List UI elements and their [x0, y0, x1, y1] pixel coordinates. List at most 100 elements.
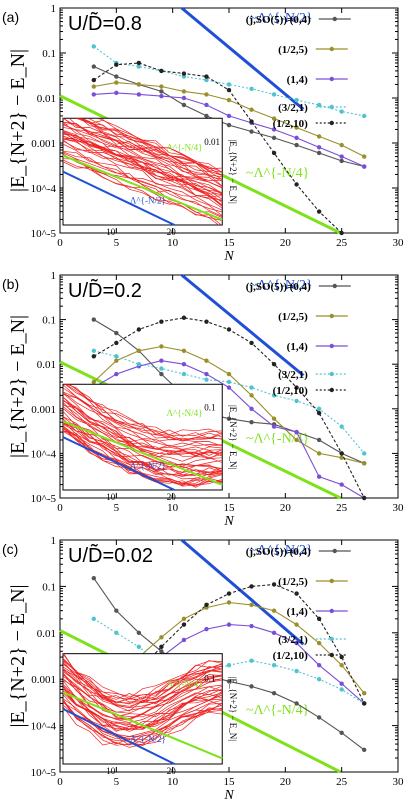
- x-tick-label: 25: [336, 776, 348, 788]
- inset-curve: [63, 138, 223, 201]
- data-point: [271, 663, 277, 668]
- data-point: [226, 679, 232, 684]
- y-tick-label: 1: [51, 3, 57, 15]
- inset-x-tick: 10: [106, 766, 116, 776]
- data-point: [159, 366, 164, 371]
- inset-curve: [63, 421, 223, 474]
- inset-curve: [63, 699, 223, 746]
- data-point: [91, 92, 97, 97]
- data-point: [362, 451, 367, 456]
- legend-header: (j,SO(5))=: [246, 14, 294, 26]
- legend-marker: [329, 636, 334, 642]
- inset-y-tick: 0.1: [204, 403, 215, 413]
- data-point: [294, 125, 299, 130]
- legend-marker: [329, 608, 334, 614]
- data-point: [316, 451, 322, 456]
- data-point: [362, 495, 367, 501]
- inset-curve: [78, 118, 223, 178]
- green-line-label: ~Λ^{-N/4}: [246, 431, 309, 446]
- inset-curve: [63, 123, 223, 181]
- legend-entry: (1,4): [287, 74, 308, 86]
- data-point: [316, 150, 322, 156]
- data-point: [91, 354, 97, 359]
- inset-curve: [63, 423, 223, 476]
- inset-curve: [63, 137, 223, 203]
- data-point: [294, 142, 299, 148]
- x-tick-label: 20: [280, 502, 292, 514]
- legend-marker: [329, 578, 334, 584]
- x-tick-label: 10: [167, 502, 179, 514]
- inset-curve: [63, 396, 223, 456]
- x-tick-label: 5: [114, 237, 120, 249]
- data-point: [339, 687, 344, 692]
- data-point: [204, 626, 209, 632]
- inset-curve: [63, 668, 223, 709]
- inset-frame: [62, 117, 223, 226]
- inset-curve: [63, 685, 223, 731]
- data-point: [136, 92, 142, 97]
- data-point: [114, 340, 119, 346]
- data-point: [339, 109, 344, 114]
- legend-marker: [329, 104, 334, 110]
- data-point: [226, 113, 232, 119]
- data-point: [226, 379, 232, 385]
- x-tick-label: 20: [280, 776, 292, 788]
- legend-marker: [329, 313, 334, 319]
- data-point: [249, 602, 254, 608]
- data-point: [339, 451, 344, 456]
- data-point: [249, 340, 254, 346]
- inset-curve: [63, 700, 223, 741]
- inset-x-tick: 10: [106, 492, 116, 502]
- legend-marker: [329, 76, 334, 82]
- legend-marker: [329, 371, 334, 377]
- y-tick-label: 0.1: [42, 48, 56, 60]
- legend-entry: (3/2,1): [278, 369, 308, 381]
- inset-curve: [63, 427, 223, 486]
- green-line-label: ~Λ^{-N/4}: [246, 166, 309, 181]
- inset-curve: [63, 700, 223, 746]
- inset-plot: Λ^{-N/2} Λ^{-N/4} 10 20 0.1 |E_{N+2} − E_N|: [62, 653, 238, 776]
- data-point: [159, 635, 164, 640]
- legend-marker: [329, 652, 334, 658]
- legend-marker: [332, 16, 337, 22]
- data-point: [204, 102, 209, 108]
- data-point: [339, 730, 344, 735]
- inset-curve: [63, 137, 223, 206]
- data-point: [362, 154, 367, 159]
- y-tick-label: 10^-4: [31, 721, 57, 733]
- data-point: [362, 690, 367, 696]
- data-point: [136, 327, 142, 332]
- inset-curve: [63, 672, 223, 719]
- panel-title: U/D̃=0.8: [68, 12, 142, 35]
- data-point: [181, 95, 187, 101]
- x-tick-label: 0: [57, 776, 63, 788]
- inset-curve: [63, 124, 223, 189]
- data-point: [362, 701, 367, 706]
- data-point: [91, 84, 97, 89]
- y-tick-label: 0.1: [42, 581, 56, 593]
- blue-line-label: ~Λ^{-N/2}: [249, 11, 312, 26]
- inset-plot: Λ^{-N/2} Λ^{-N/4} 10 20 0.01 |E_{N+2} − E_N|: [62, 117, 238, 237]
- inset-curve: [63, 666, 223, 703]
- y-tick-label: 0.1: [42, 315, 56, 327]
- inset-x-tick: 20: [167, 492, 177, 502]
- data-point: [226, 385, 232, 390]
- inset-green-line: [62, 420, 223, 486]
- panel-b: 0 5 10 15 20 25 3010^-510^-40.0010.010.11N|E_{…: [2, 270, 404, 529]
- data-point: [271, 608, 277, 613]
- series-line-3: [93, 45, 365, 117]
- data-point: [181, 315, 187, 320]
- legend-entry: (3/2,1): [278, 634, 308, 646]
- data-point: [181, 348, 187, 353]
- inset-curve: [63, 704, 223, 745]
- data-point: [249, 584, 254, 589]
- y-tick-label: 1: [51, 535, 57, 547]
- data-point: [159, 93, 164, 99]
- inset-blue-label: Λ^{-N/2}: [130, 196, 166, 206]
- x-tick-label: 30: [393, 237, 405, 249]
- data-point: [271, 92, 277, 97]
- data-point: [226, 97, 232, 103]
- panel-label: (b): [2, 276, 19, 292]
- legend-entry: (1/2,10): [273, 650, 308, 662]
- y-axis-label: |E_{N+2} − E_N|: [7, 49, 29, 192]
